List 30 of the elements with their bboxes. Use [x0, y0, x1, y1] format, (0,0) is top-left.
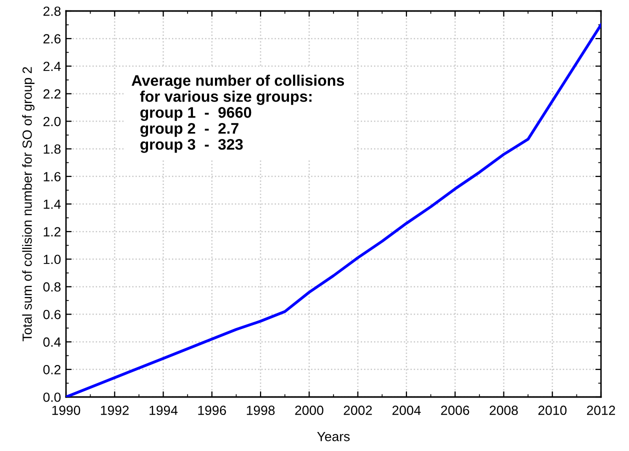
x-tick-label: 1992: [100, 406, 129, 416]
x-tick-label: 2010: [538, 406, 567, 416]
x-tick-label: 2004: [392, 406, 421, 416]
x-tick-label: 2002: [344, 406, 372, 416]
y-tick-label: 2.2: [43, 89, 60, 98]
y-tick-label: 2.8: [43, 6, 61, 16]
x-tick-label: 2000: [295, 406, 324, 416]
y-tick-label: 2.6: [43, 34, 61, 44]
y-tick-label: 0.0: [43, 392, 61, 402]
x-tick-label: 2012: [586, 406, 616, 416]
x-axis-title: Years: [317, 432, 350, 442]
y-tick-label: 2.4: [43, 62, 61, 71]
y-tick-label: 0.4: [43, 337, 61, 347]
y-tick-label: 0.6: [43, 310, 61, 320]
y-axis-title: Total sum of collision number for SO of group 2: [22, 67, 34, 342]
x-tick-label: 2008: [490, 406, 518, 416]
y-tick-label: 1.0: [44, 254, 61, 264]
y-tick-label: 1.8: [44, 144, 61, 154]
y-tick-label: 0.8: [43, 282, 61, 292]
y-tick-label: 1.2: [44, 227, 60, 236]
x-tick-label: 1996: [198, 406, 226, 416]
x-tick-label: 2006: [441, 406, 470, 416]
y-tick-label: 2.0: [43, 116, 61, 126]
y-tick-label: 1.4: [44, 200, 61, 209]
x-tick-label: 1990: [52, 406, 80, 416]
x-tick-label: 1994: [150, 406, 178, 416]
y-tick-label: 0.2: [43, 364, 60, 374]
y-tick-label: 1.6: [44, 172, 61, 182]
annotation: Average number of collisions for various size groups: group 1 - 9660 group 2 - 2.7 group 3 - 323: [132, 74, 344, 153]
x-tick-label: 1998: [246, 406, 275, 416]
